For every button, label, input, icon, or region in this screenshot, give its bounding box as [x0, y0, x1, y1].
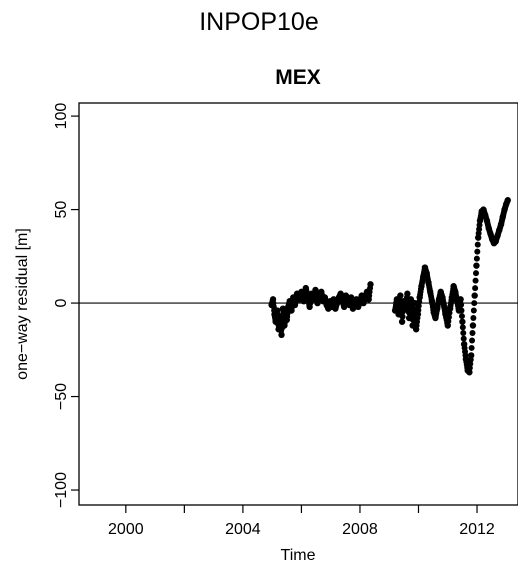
- data-point: [458, 301, 465, 308]
- data-point: [459, 318, 466, 325]
- data-point: [469, 329, 476, 336]
- data-point: [459, 324, 466, 331]
- data-point: [460, 335, 467, 342]
- residual-points: [268, 197, 511, 376]
- y-tick-label: −100: [53, 472, 70, 508]
- data-point: [470, 315, 477, 322]
- x-tick-label: 2008: [342, 521, 378, 538]
- y-tick-label: 50: [53, 201, 70, 219]
- data-point: [411, 299, 418, 307]
- data-point: [404, 290, 411, 297]
- plot-frame: [78, 102, 518, 506]
- data-point: [397, 292, 404, 299]
- data-point: [472, 277, 479, 284]
- data-point: [399, 313, 406, 320]
- data-point: [469, 322, 477, 329]
- data-point: [473, 255, 480, 262]
- chart-title: MEX: [275, 66, 321, 89]
- data-point: [278, 331, 285, 339]
- data-point: [468, 344, 475, 351]
- y-tick-label: 0: [53, 299, 70, 308]
- data-point: [472, 285, 479, 292]
- y-axis-label: one−way residual [m]: [14, 228, 31, 380]
- data-point: [473, 262, 480, 269]
- data-point: [367, 281, 374, 288]
- data-point: [467, 352, 475, 359]
- data-point: [473, 270, 480, 277]
- data-point: [474, 241, 481, 248]
- data-point: [460, 329, 467, 336]
- figure-suptitle: INPOP10e: [199, 8, 319, 36]
- data-point: [471, 292, 478, 299]
- y-tick-label: 100: [53, 103, 70, 130]
- data-point: [457, 296, 464, 303]
- data-point: [470, 307, 477, 314]
- data-point: [504, 197, 511, 204]
- x-tick-label: 2012: [459, 521, 495, 538]
- x-tick-label: 2000: [108, 521, 144, 538]
- data-point: [398, 318, 406, 325]
- x-axis-label: Time: [281, 547, 316, 564]
- y-tick-label: −50: [53, 383, 70, 410]
- x-tick-label: 2004: [225, 521, 261, 538]
- data-point: [458, 307, 465, 314]
- data-point: [274, 307, 281, 314]
- data-point: [458, 313, 465, 320]
- data-point: [474, 248, 481, 255]
- data-point: [469, 337, 476, 344]
- data-point: [471, 300, 478, 307]
